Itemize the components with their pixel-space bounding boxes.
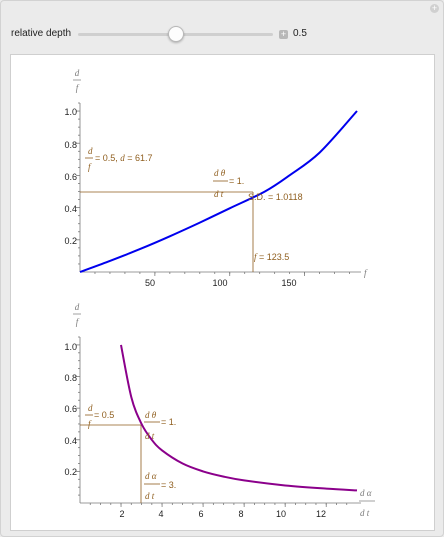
x-tick-label-100: 100	[212, 278, 227, 288]
y-tick-label-0.2: 0.2	[64, 236, 77, 246]
x-tick-label-8: 8	[238, 509, 243, 519]
y-tick-label-2-0.8: 0.8	[64, 373, 77, 383]
slider-thumb[interactable]	[167, 26, 184, 42]
y-axis-label-den-2: f	[76, 317, 80, 327]
x-tick-label-2: 2	[119, 509, 124, 519]
y-tick-label-0.4: 0.4	[64, 204, 77, 214]
x-tick-label-6: 6	[198, 509, 203, 519]
y-tick-label-2-0.6: 0.6	[64, 404, 77, 414]
ann2-alpha-num: d α	[145, 471, 157, 481]
ann2-theta-num: d θ	[145, 410, 157, 420]
ann-rate-den: d t	[214, 189, 224, 199]
relative-depth-control: relative depth + 0.5	[1, 22, 444, 46]
tick-marks	[76, 102, 350, 276]
tick-marks-2	[76, 336, 348, 507]
ann-ratio-text: = 0.5, d = 61.7	[95, 153, 153, 163]
ann-rate-val: = 1.	[229, 176, 244, 186]
depth-ratio-curve	[79, 110, 358, 273]
ann-ratio-num: d	[88, 146, 93, 156]
ann2-theta-den: d t	[145, 431, 155, 441]
ann2-theta-val: = 1.	[161, 417, 176, 427]
y-tick-label-0.8: 0.8	[64, 140, 77, 150]
plot-top: d f f 50 100 150 0.2 0.4 0.6 0.8 1.0 d f…	[64, 68, 368, 288]
x-tick-label-150: 150	[281, 278, 296, 288]
x-tick-label-10: 10	[276, 509, 286, 519]
y-tick-label-1.0: 1.0	[64, 107, 77, 117]
x-tick-label-50: 50	[145, 278, 155, 288]
relative-depth-slider[interactable]	[78, 26, 273, 42]
y-axis-label-den: f	[76, 83, 80, 93]
ann2-alpha-den: d t	[145, 491, 155, 501]
ann2-ratio-val: = 0.5	[94, 410, 114, 420]
y-tick-label-2-0.4: 0.4	[64, 436, 77, 446]
relative-depth-label: relative depth	[11, 28, 72, 39]
x-tick-label-12: 12	[316, 509, 326, 519]
x-axis-label-num-2: d α	[360, 488, 372, 498]
x-axis-label-den-2: d t	[360, 508, 370, 518]
slider-expand-icon[interactable]: +	[279, 29, 288, 39]
ann2-ratio-den: f	[88, 419, 92, 429]
plot-bottom: d f d α d t 2 4 6 8 10 12 0.2 0.4 0.6 0.…	[64, 302, 375, 519]
y-tick-label-2-0.2: 0.2	[64, 467, 77, 477]
plots-svg: d f f 50 100 150 0.2 0.4 0.6 0.8 1.0 d f…	[64, 68, 375, 519]
ann-f: f = 123.5	[254, 252, 289, 262]
relative-depth-value: 0.5	[293, 28, 307, 39]
y-tick-label-0.6: 0.6	[64, 172, 77, 182]
ann-rate-num: d θ	[214, 168, 226, 178]
y-axis-label-num: d	[75, 68, 80, 78]
ann2-alpha-val: = 3.	[161, 480, 176, 490]
options-plus-icon[interactable]: +	[430, 3, 439, 13]
ann-ratio-den: f	[88, 162, 92, 172]
plots-frame: d f f 50 100 150 0.2 0.4 0.6 0.8 1.0 d f…	[10, 54, 435, 531]
ann2-ratio-num: d	[88, 403, 93, 413]
y-tick-label-2-1.0: 1.0	[64, 342, 77, 352]
x-axis-label: f	[364, 268, 368, 278]
alpha-rate-curve	[120, 344, 358, 492]
ann-sd: S.D. = 1.0118	[248, 192, 303, 202]
x-tick-label-4: 4	[158, 509, 163, 519]
y-axis-label-num-2: d	[75, 302, 80, 312]
